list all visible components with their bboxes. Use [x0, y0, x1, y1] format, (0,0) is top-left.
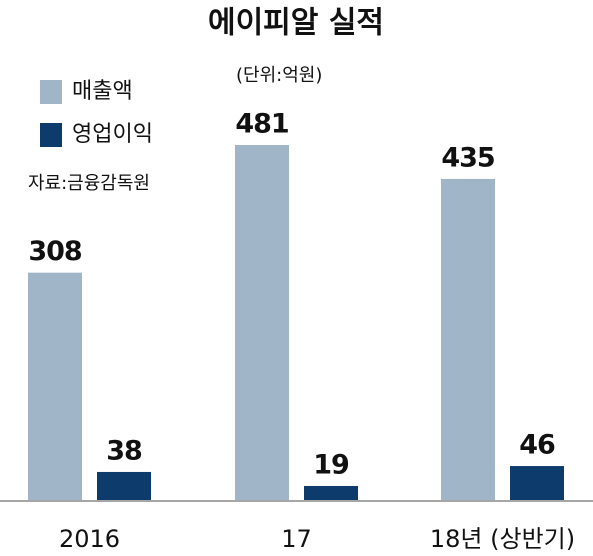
bar [97, 471, 151, 500]
legend-label: 영업이익 [72, 122, 153, 147]
bar [510, 466, 564, 500]
legend-swatch [40, 123, 62, 147]
bar [235, 145, 289, 500]
x-tick-label: 17 [281, 525, 312, 553]
bar [28, 272, 82, 500]
x-tick-label: 2016 [59, 525, 120, 553]
chart-title: 에이피알 실적 [208, 6, 384, 41]
bar [441, 178, 495, 500]
value-label: 46 [519, 430, 555, 461]
value-label: 308 [28, 236, 82, 267]
unit-label: (단위:억원) [236, 65, 322, 86]
value-label: 19 [313, 449, 349, 480]
source-label: 자료:금융감독원 [28, 173, 150, 194]
x-tick-label: 18년 (상반기) [430, 525, 575, 553]
bar [304, 485, 358, 500]
legend-label: 매출액 [72, 79, 133, 104]
legend-swatch [40, 80, 62, 104]
value-label: 435 [441, 142, 494, 173]
value-label: 38 [106, 435, 142, 466]
value-label: 481 [235, 109, 288, 140]
